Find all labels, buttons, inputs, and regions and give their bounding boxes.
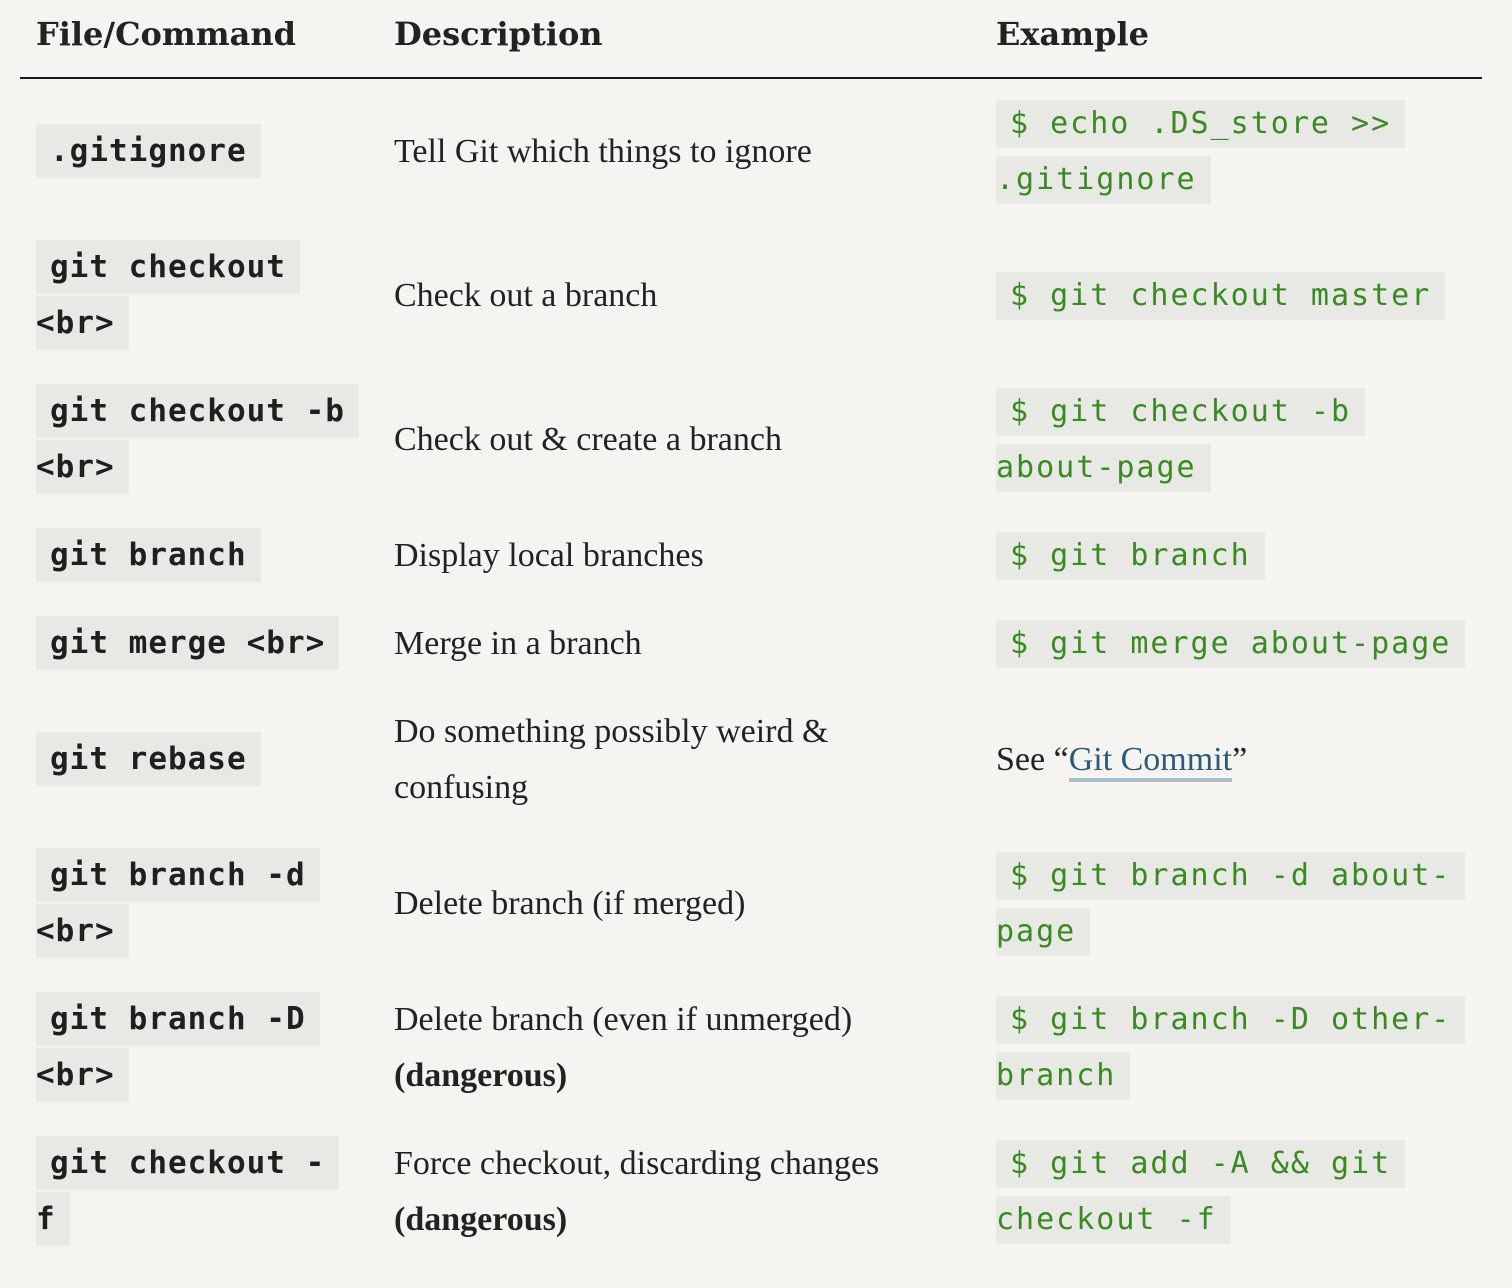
command-code-continuation: <br> bbox=[36, 440, 129, 494]
danger-label: (dangerous) bbox=[394, 1057, 568, 1094]
command-code: git branch -d bbox=[36, 848, 320, 902]
table-row-example: $ git add -A && git checkout -f bbox=[996, 1140, 1496, 1252]
table-row-command: git checkout <br> bbox=[36, 240, 381, 352]
table-row-description: Delete branch (even if unmerged) (danger… bbox=[394, 992, 974, 1104]
command-code: git rebase bbox=[36, 732, 261, 786]
table-row-command: .gitignore bbox=[36, 124, 381, 180]
table-row-description: Check out & create a branch bbox=[394, 412, 974, 468]
example-code-continuation: branch bbox=[996, 1052, 1131, 1100]
command-code: git branch -D bbox=[36, 992, 320, 1046]
example-text-suffix: ” bbox=[1232, 741, 1248, 778]
command-code: git merge <br> bbox=[36, 616, 340, 670]
example-code: $ echo .DS_store >> bbox=[996, 100, 1406, 148]
example-code: $ git branch bbox=[996, 532, 1265, 580]
description-text: Delete branch (even if unmerged) bbox=[394, 1001, 853, 1038]
table-row-command: git branch -d <br> bbox=[36, 848, 381, 960]
column-header-description: Description bbox=[394, 15, 603, 53]
example-code-continuation: .gitignore bbox=[996, 156, 1211, 204]
table-row-command: git branch bbox=[36, 528, 381, 584]
command-code: git checkout - bbox=[36, 1136, 340, 1190]
description-text: Display local branches bbox=[394, 537, 704, 574]
example-code: $ git add -A && git bbox=[996, 1140, 1406, 1188]
command-code: git checkout bbox=[36, 240, 300, 294]
column-header-example: Example bbox=[996, 15, 1149, 53]
command-code-continuation: <br> bbox=[36, 296, 129, 350]
command-code-continuation: <br> bbox=[36, 1048, 129, 1102]
command-code: .gitignore bbox=[36, 124, 261, 178]
table-row-description: Display local branches bbox=[394, 528, 974, 584]
example-code: $ git merge about-page bbox=[996, 620, 1466, 668]
description-text: Delete branch (if merged) bbox=[394, 885, 746, 922]
example-code: $ git checkout master bbox=[996, 272, 1446, 320]
description-text: Do something possibly weird & bbox=[394, 713, 829, 750]
table-row-command: git rebase bbox=[36, 732, 381, 788]
table-row-example: $ git merge about-page bbox=[996, 620, 1496, 676]
table-row-description: Check out a branch bbox=[394, 268, 974, 324]
example-code: $ git branch -D other- bbox=[996, 996, 1466, 1044]
table-row-example: See “Git Commit” bbox=[996, 732, 1496, 788]
description-text: Force checkout, discarding changes bbox=[394, 1145, 880, 1182]
command-code: git branch bbox=[36, 528, 261, 582]
example-code-continuation: checkout -f bbox=[996, 1196, 1231, 1244]
table-row-example: $ git checkout master bbox=[996, 272, 1496, 328]
description-text: Check out a branch bbox=[394, 277, 658, 314]
table-row-description: Merge in a branch bbox=[394, 616, 974, 672]
description-text: Check out & create a branch bbox=[394, 421, 782, 458]
table-row-command: git branch -D <br> bbox=[36, 992, 381, 1104]
table-row-example: $ echo .DS_store >> .gitignore bbox=[996, 100, 1496, 212]
table-row-description: Tell Git which things to ignore bbox=[394, 124, 974, 180]
description-text: Tell Git which things to ignore bbox=[394, 133, 812, 170]
table-row-example: $ git branch -D other- branch bbox=[996, 996, 1496, 1108]
table-row-description: Force checkout, discarding changes (dang… bbox=[394, 1136, 974, 1248]
command-code-continuation: <br> bbox=[36, 904, 129, 958]
example-code: $ git checkout -b bbox=[996, 388, 1366, 436]
table-row-command: git merge <br> bbox=[36, 616, 381, 672]
table-row-description: Do something possibly weird & confusing bbox=[394, 704, 974, 816]
example-code-continuation: about-page bbox=[996, 444, 1211, 492]
column-header-command: File/Command bbox=[36, 15, 296, 53]
danger-label: (dangerous) bbox=[394, 1201, 568, 1238]
command-code-continuation: f bbox=[36, 1192, 70, 1246]
table-row-command: git checkout -b <br> bbox=[36, 384, 381, 496]
table-row-example: $ git checkout -b about-page bbox=[996, 388, 1496, 500]
header-divider bbox=[20, 77, 1482, 79]
description-text-continuation: confusing bbox=[394, 769, 529, 806]
git-commit-link[interactable]: Git Commit bbox=[1068, 741, 1233, 782]
description-text: Merge in a branch bbox=[394, 625, 642, 662]
example-text-prefix: See “ bbox=[996, 741, 1069, 778]
table-row-example: $ git branch bbox=[996, 532, 1496, 588]
table-row-command: git checkout - f bbox=[36, 1136, 381, 1248]
table-row-description: Delete branch (if merged) bbox=[394, 876, 974, 932]
example-code-continuation: page bbox=[996, 908, 1091, 956]
table-row-example: $ git branch -d about- page bbox=[996, 852, 1496, 964]
example-code: $ git branch -d about- bbox=[996, 852, 1466, 900]
command-code: git checkout -b bbox=[36, 384, 359, 438]
